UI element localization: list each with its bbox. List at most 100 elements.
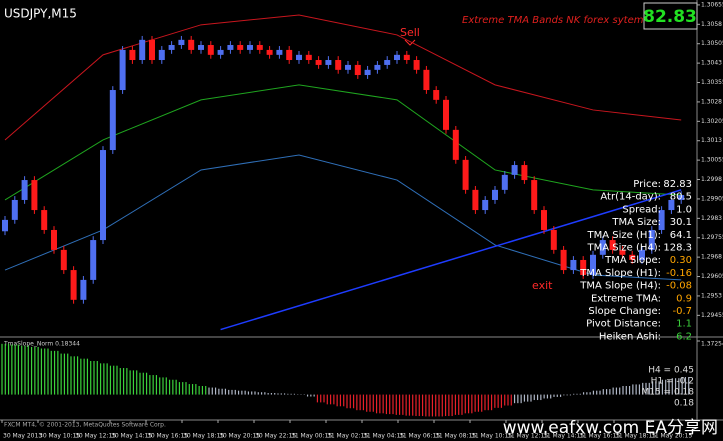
candle-body <box>678 195 685 200</box>
info-value: -0.7 <box>672 306 692 317</box>
y-tick-label: 1.2998 <box>701 176 722 183</box>
candle-body <box>619 249 626 255</box>
indicator-label: H1 = -0.2 <box>651 377 694 387</box>
candle-body <box>21 180 28 200</box>
x-tick-label: 31 May 08:15 <box>435 433 476 440</box>
x-tick-label: 31 May 06:15 <box>399 433 440 440</box>
candle-body <box>256 45 263 50</box>
candle-body <box>550 229 557 250</box>
price-box <box>643 2 698 30</box>
y-tick-label: 1.3043 <box>701 60 722 67</box>
x-tick-label: 31 May 10:15 <box>471 433 512 440</box>
info-value: 82.83 <box>663 179 692 190</box>
info-label: Slope Change: <box>588 306 661 317</box>
exit-annotation: exit <box>532 279 553 292</box>
candle-body <box>80 279 87 300</box>
candle-body <box>198 45 204 50</box>
system-title: Extreme TMA Bands NK forex sytem <box>462 15 644 26</box>
candle-body <box>413 60 420 70</box>
watermark: www.eafxw.com EA分享网 <box>503 418 718 438</box>
indicator-label: M15 = 0.18 <box>641 388 694 398</box>
sell-arrow <box>404 39 416 46</box>
candle-body <box>433 90 440 100</box>
x-tick-label: 30 May 18:15 <box>183 433 224 440</box>
candle-body <box>492 189 498 200</box>
candle-body <box>90 240 97 280</box>
info-label: Atr(14-day): <box>600 192 661 203</box>
candle-body <box>11 199 18 220</box>
candle-body <box>501 174 508 190</box>
candle-body <box>100 150 106 241</box>
candle-body <box>374 64 381 70</box>
candle-body <box>227 45 234 50</box>
info-value: -0.16 <box>666 268 692 279</box>
info-label: TMA Slope (H1): <box>579 268 661 279</box>
candle-body <box>570 259 577 271</box>
y-tick-label: 1.29755 <box>701 234 723 241</box>
info-label: Spread: <box>622 204 661 215</box>
x-tick-label: 30 May 10:15 <box>39 433 80 440</box>
tma-line <box>4 14 682 141</box>
candle-body <box>207 45 214 55</box>
x-tick-label: 31 May 12:15 <box>507 433 548 440</box>
info-label: Price: <box>633 179 661 190</box>
x-tick-label: 30 May 20:15 <box>219 433 260 440</box>
y-tick-label: 1.30655 <box>701 1 723 8</box>
x-tick-label: 31 May 00:15 <box>291 433 332 440</box>
candle-body <box>41 210 48 230</box>
candle-body <box>305 54 312 61</box>
candle-body <box>648 229 655 250</box>
candle-body <box>443 99 449 130</box>
candle-body <box>168 45 175 50</box>
indicator-title: TmaSlope_Norm 0.18344 <box>3 341 80 348</box>
candle-body <box>345 64 351 70</box>
x-tick-label: 30 May 14:15 <box>111 433 152 440</box>
candle-body <box>384 60 391 65</box>
y-tick-label: 1.30355 <box>701 79 723 86</box>
candle-body <box>423 69 430 91</box>
info-value: -0.08 <box>666 281 692 292</box>
candle-body <box>335 60 342 70</box>
candle-body <box>472 189 479 211</box>
x-tick-label: 30 May 2013 <box>3 433 42 440</box>
y-tick-label: 1.3013 <box>701 137 722 144</box>
candle-body <box>325 60 332 65</box>
info-label: Pivot Distance: <box>586 319 661 330</box>
candle-body <box>354 64 361 76</box>
candle-body <box>511 165 518 175</box>
candle-body <box>541 210 547 230</box>
candle-body <box>452 129 459 160</box>
candle-body <box>531 180 538 211</box>
candle-body <box>599 240 606 255</box>
candle-body <box>70 270 77 300</box>
candle-body <box>364 69 371 76</box>
x-tick-label: 31 May 14:15 <box>543 433 584 440</box>
candle-body <box>217 49 224 55</box>
candle-body <box>2 219 8 232</box>
candle-body <box>403 54 410 61</box>
candle-body <box>31 180 38 211</box>
info-value: 80.5 <box>670 192 692 203</box>
indicator-label: 0.18 <box>674 399 694 409</box>
x-tick-label: 30 May 16:15 <box>147 433 188 440</box>
candle-body <box>119 49 126 91</box>
x-tick-label: 31 May 20:15 <box>651 433 692 440</box>
y-tick-label: 1.3058 <box>701 21 722 28</box>
candle-body <box>247 45 253 50</box>
info-label: Heiken Ashi: <box>599 331 661 342</box>
candle-body <box>560 249 567 271</box>
info-value: 1.0 <box>676 204 692 215</box>
y-tick-label: 1.30505 <box>701 40 723 47</box>
tma-line <box>4 154 682 281</box>
y-tick-label: 1.29605 <box>701 273 723 280</box>
price-box-value: 82.83 <box>643 7 697 27</box>
candle-body <box>315 60 322 65</box>
candle-body <box>639 249 645 260</box>
y-tick-label: 1.29455 <box>701 312 723 319</box>
candle-body <box>482 199 489 211</box>
info-value: 1.1 <box>676 319 692 330</box>
x-tick-label: 30 May 22:15 <box>255 433 296 440</box>
info-label: TMA Slope: <box>604 255 661 266</box>
y-tick-label: 1.2953 <box>701 292 722 299</box>
info-value: 0.9 <box>676 293 692 304</box>
